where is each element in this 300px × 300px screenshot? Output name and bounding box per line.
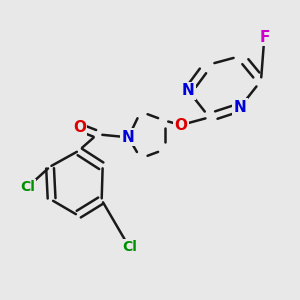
Text: N: N — [234, 100, 246, 115]
Text: Cl: Cl — [122, 240, 137, 254]
Text: N: N — [122, 130, 135, 145]
Text: F: F — [259, 30, 269, 45]
Text: Cl: Cl — [20, 180, 35, 194]
Text: O: O — [73, 120, 86, 135]
Text: O: O — [175, 118, 188, 133]
Text: N: N — [182, 83, 195, 98]
